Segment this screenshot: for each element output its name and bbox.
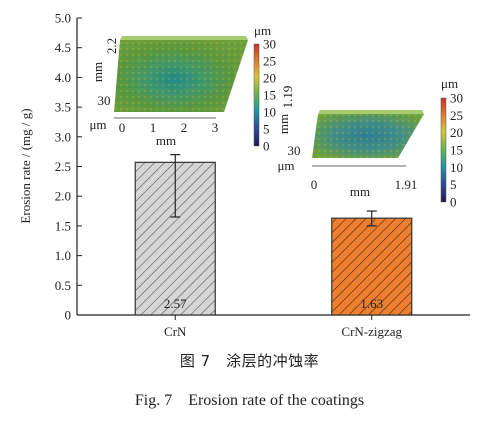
inset1-y-unit: mm: [90, 62, 105, 82]
inset-crn-topography: 0 1 2 3 mm mm 2.2 30 μm μm 30 25 20 15 10 5 0: [89, 23, 276, 154]
y-tick-label: 2.0: [55, 189, 71, 204]
inset1-colorbar: [253, 43, 260, 147]
y-tick-label: 4.5: [55, 40, 71, 55]
inset1-x-tick: 1: [150, 120, 157, 135]
inset2-colorbar-ticks: 30 25 20 15 10 5 0: [450, 91, 463, 210]
inset1-colorbar-unit: μm: [254, 23, 271, 38]
y-tick-label: 3.5: [55, 100, 71, 115]
caption-english: Fig. 7 Erosion rate of the coatings: [134, 392, 365, 409]
colorbar-tick-label: 15: [450, 143, 463, 158]
inset2-depth-value: 30: [288, 143, 301, 158]
inset2-x-unit: mm: [350, 184, 370, 199]
colorbar-tick-label: 0: [263, 139, 270, 154]
bar-value-label: 2.57: [164, 296, 187, 311]
inset1-surface-texture: [114, 40, 248, 112]
inset2-colorbar: [440, 97, 447, 203]
colorbar-tick-label: 15: [263, 88, 276, 103]
inset2-depth-unit: μm: [277, 158, 294, 173]
x-tick-label: CrN-zigzag: [341, 324, 402, 339]
y-ticks: 0 0.5 1.0 1.5 2.0 2.5 3.0 3.5 4.0 4.5 5.0: [55, 11, 82, 323]
colorbar-tick-label: 5: [263, 122, 270, 137]
inset1-x-tick: 0: [119, 120, 126, 135]
y-tick-label: 0.5: [55, 278, 71, 293]
y-tick-label: 3.0: [55, 129, 71, 144]
colorbar-tick-label: 30: [450, 91, 463, 106]
inset1-y-value: 2.2: [104, 38, 119, 54]
y-tick-label: 0: [65, 308, 72, 323]
colorbar-tick-label: 30: [263, 37, 276, 52]
y-tick-label: 4.0: [55, 70, 71, 85]
y-tick-label: 1.0: [55, 248, 71, 263]
x-ticks: CrN CrN-zigzag: [164, 315, 403, 339]
bar-value-label: 1.63: [360, 296, 383, 311]
y-tick-label: 1.5: [55, 218, 71, 233]
inset1-top-edge: [120, 36, 248, 40]
y-tick-label: 2.5: [55, 159, 71, 174]
y-tick-label: 5.0: [55, 11, 71, 26]
inset2-colorbar-unit: μm: [441, 76, 458, 91]
inset2-x-tick: 0: [311, 177, 318, 192]
colorbar-tick-label: 20: [450, 125, 463, 140]
colorbar-tick-label: 5: [450, 177, 457, 192]
inset1-colorbar-ticks: 30 25 20 15 10 5 0: [263, 37, 276, 154]
colorbar-tick-label: 25: [450, 108, 463, 123]
inset1-x-unit: mm: [156, 133, 176, 148]
colorbar-tick-label: 20: [263, 71, 276, 86]
colorbar-tick-label: 10: [263, 105, 276, 120]
x-tick-label: CrN: [164, 324, 187, 339]
inset2-y-unit: mm: [276, 114, 291, 134]
colorbar-tick-label: 10: [450, 160, 463, 175]
inset1-x-tick: 2: [181, 120, 188, 135]
inset2-surface-texture: [312, 114, 424, 158]
inset1-depth-value: 30: [98, 93, 111, 108]
inset2-x-tick: 1.91: [395, 177, 418, 192]
inset2-top-edge: [318, 110, 424, 114]
colorbar-tick-label: 25: [263, 54, 276, 69]
colorbar-tick-label: 0: [450, 195, 457, 210]
inset1-x-tick: 3: [212, 120, 219, 135]
bars: 2.57 1.63: [134, 154, 413, 316]
inset1-depth-unit: μm: [89, 117, 106, 132]
inset2-y-value: 1.19: [280, 86, 295, 109]
inset-crn-zigzag-topography: 0 1.91 mm mm 1.19 30 μm μm 30 25 20 15 10 5 0: [276, 76, 463, 210]
caption-chinese: 图 7 涂层的冲蚀率: [179, 352, 320, 370]
y-axis-label: Erosion rate / (mg / g): [18, 108, 33, 223]
